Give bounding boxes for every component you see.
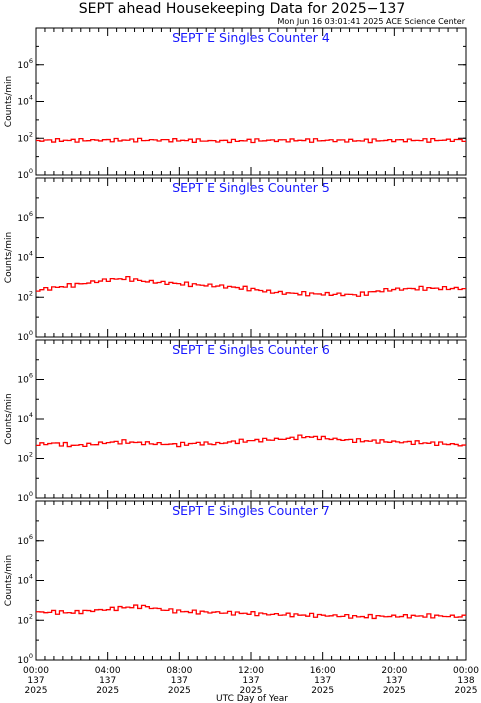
y-tick-exponent: 0 bbox=[29, 652, 33, 660]
x-tick-label-year: 2025 bbox=[240, 686, 263, 696]
y-tick-exponent: 0 bbox=[29, 167, 33, 175]
x-tick-label-time: 16:00 bbox=[310, 666, 336, 676]
x-tick-label-year: 2025 bbox=[168, 686, 191, 696]
y-axis-label: Counts/min bbox=[4, 76, 14, 127]
y-tick-exponent: 4 bbox=[29, 94, 33, 102]
generation-timestamp: Mon Jun 16 03:01:41 2025 ACE Science Cen… bbox=[277, 17, 465, 26]
y-tick-base: 10 bbox=[17, 415, 29, 425]
y-tick-label: 106 bbox=[17, 57, 33, 71]
panel-3: SEPT E Singles Counter 6Counts/min100102… bbox=[4, 339, 467, 504]
x-axis-label: UTC Day of Year bbox=[216, 694, 288, 703]
y-tick-exponent: 4 bbox=[29, 250, 33, 258]
panel-title: SEPT E Singles Counter 7 bbox=[172, 503, 330, 518]
y-tick-base: 10 bbox=[17, 61, 29, 71]
series-line-1 bbox=[36, 137, 466, 144]
panel-4: SEPT E Singles Counter 7Counts/min100102… bbox=[4, 500, 467, 666]
y-tick-base: 10 bbox=[17, 293, 29, 303]
y-tick-label: 102 bbox=[17, 612, 33, 626]
panel-title: SEPT E Singles Counter 5 bbox=[172, 180, 330, 195]
y-axis-label: Counts/min bbox=[4, 555, 14, 606]
x-tick-label-time: 00:00 bbox=[23, 666, 49, 676]
x-tick-label-day: 138 bbox=[457, 676, 474, 686]
series-line-1 bbox=[36, 434, 466, 448]
y-tick-exponent: 4 bbox=[29, 573, 33, 581]
x-tick-label-day: 137 bbox=[27, 676, 44, 686]
x-tick-label-year: 2025 bbox=[383, 686, 406, 696]
x-tick-label-time: 08:00 bbox=[166, 666, 192, 676]
y-tick-label: 106 bbox=[17, 533, 33, 547]
y-tick-exponent: 6 bbox=[29, 57, 33, 65]
y-tick-base: 10 bbox=[17, 214, 29, 224]
panel-frame bbox=[35, 177, 467, 338]
y-tick-base: 10 bbox=[17, 656, 29, 666]
y-tick-base: 10 bbox=[17, 171, 29, 181]
y-tick-label: 104 bbox=[17, 411, 33, 425]
chart-title: SEPT ahead Housekeeping Data for 2025−13… bbox=[79, 1, 406, 17]
y-tick-base: 10 bbox=[17, 98, 29, 108]
x-tick-label-time: 20:00 bbox=[381, 666, 407, 676]
x-tick-label-day: 137 bbox=[314, 676, 331, 686]
x-tick-label-time: 12:00 bbox=[238, 666, 264, 676]
x-tick-label-year: 2025 bbox=[25, 686, 48, 696]
y-tick-exponent: 0 bbox=[29, 490, 33, 498]
series-line-1 bbox=[36, 604, 466, 620]
panel-frame bbox=[35, 500, 467, 661]
y-axis-label: Counts/min bbox=[4, 393, 14, 444]
x-tick-label-day: 137 bbox=[171, 676, 188, 686]
x-tick-label-time: 00:00 bbox=[453, 666, 479, 676]
x-tick-label-year: 2025 bbox=[96, 686, 119, 696]
panel-frame bbox=[35, 27, 467, 176]
panel-2: SEPT E Singles Counter 5Counts/min100102… bbox=[4, 177, 467, 343]
panels-group: SEPT E Singles Counter 4Counts/min100102… bbox=[4, 27, 467, 666]
y-tick-exponent: 0 bbox=[29, 329, 33, 337]
x-tick-label-year: 2025 bbox=[311, 686, 334, 696]
series-line-1 bbox=[36, 275, 466, 297]
y-tick-base: 10 bbox=[17, 494, 29, 504]
y-tick-label: 102 bbox=[17, 130, 33, 144]
x-tick-label-day: 137 bbox=[99, 676, 116, 686]
y-tick-label: 100 bbox=[17, 167, 33, 181]
y-tick-label: 104 bbox=[17, 573, 33, 587]
y-tick-exponent: 4 bbox=[29, 411, 33, 419]
y-tick-label: 102 bbox=[17, 451, 33, 465]
y-tick-base: 10 bbox=[17, 577, 29, 587]
y-tick-exponent: 2 bbox=[29, 612, 33, 620]
y-tick-exponent: 2 bbox=[29, 451, 33, 459]
y-tick-label: 100 bbox=[17, 490, 33, 504]
x-axis: 00:00137202504:00137202508:00137202512:0… bbox=[23, 666, 479, 696]
x-tick-label-day: 137 bbox=[386, 676, 403, 686]
x-tick-label-time: 04:00 bbox=[95, 666, 121, 676]
y-tick-label: 104 bbox=[17, 250, 33, 264]
x-tick-label-year: 2025 bbox=[455, 686, 478, 696]
panel-1: SEPT E Singles Counter 4Counts/min100102… bbox=[4, 27, 467, 181]
y-tick-exponent: 6 bbox=[29, 533, 33, 541]
y-tick-base: 10 bbox=[17, 455, 29, 465]
y-tick-label: 100 bbox=[17, 329, 33, 343]
y-tick-label: 102 bbox=[17, 289, 33, 303]
y-tick-base: 10 bbox=[17, 376, 29, 386]
y-tick-label: 106 bbox=[17, 210, 33, 224]
x-tick-label-day: 137 bbox=[242, 676, 259, 686]
y-tick-base: 10 bbox=[17, 537, 29, 547]
panel-title: SEPT E Singles Counter 4 bbox=[172, 30, 330, 45]
y-tick-exponent: 6 bbox=[29, 372, 33, 380]
y-tick-exponent: 6 bbox=[29, 210, 33, 218]
y-tick-label: 100 bbox=[17, 652, 33, 666]
y-axis-label: Counts/min bbox=[4, 232, 14, 283]
y-tick-label: 104 bbox=[17, 94, 33, 108]
panel-frame bbox=[35, 339, 467, 499]
y-tick-base: 10 bbox=[17, 333, 29, 343]
y-tick-base: 10 bbox=[17, 616, 29, 626]
y-tick-base: 10 bbox=[17, 134, 29, 144]
panel-title: SEPT E Singles Counter 6 bbox=[172, 342, 330, 357]
y-tick-base: 10 bbox=[17, 254, 29, 264]
y-tick-exponent: 2 bbox=[29, 130, 33, 138]
y-tick-exponent: 2 bbox=[29, 289, 33, 297]
y-tick-label: 106 bbox=[17, 372, 33, 386]
